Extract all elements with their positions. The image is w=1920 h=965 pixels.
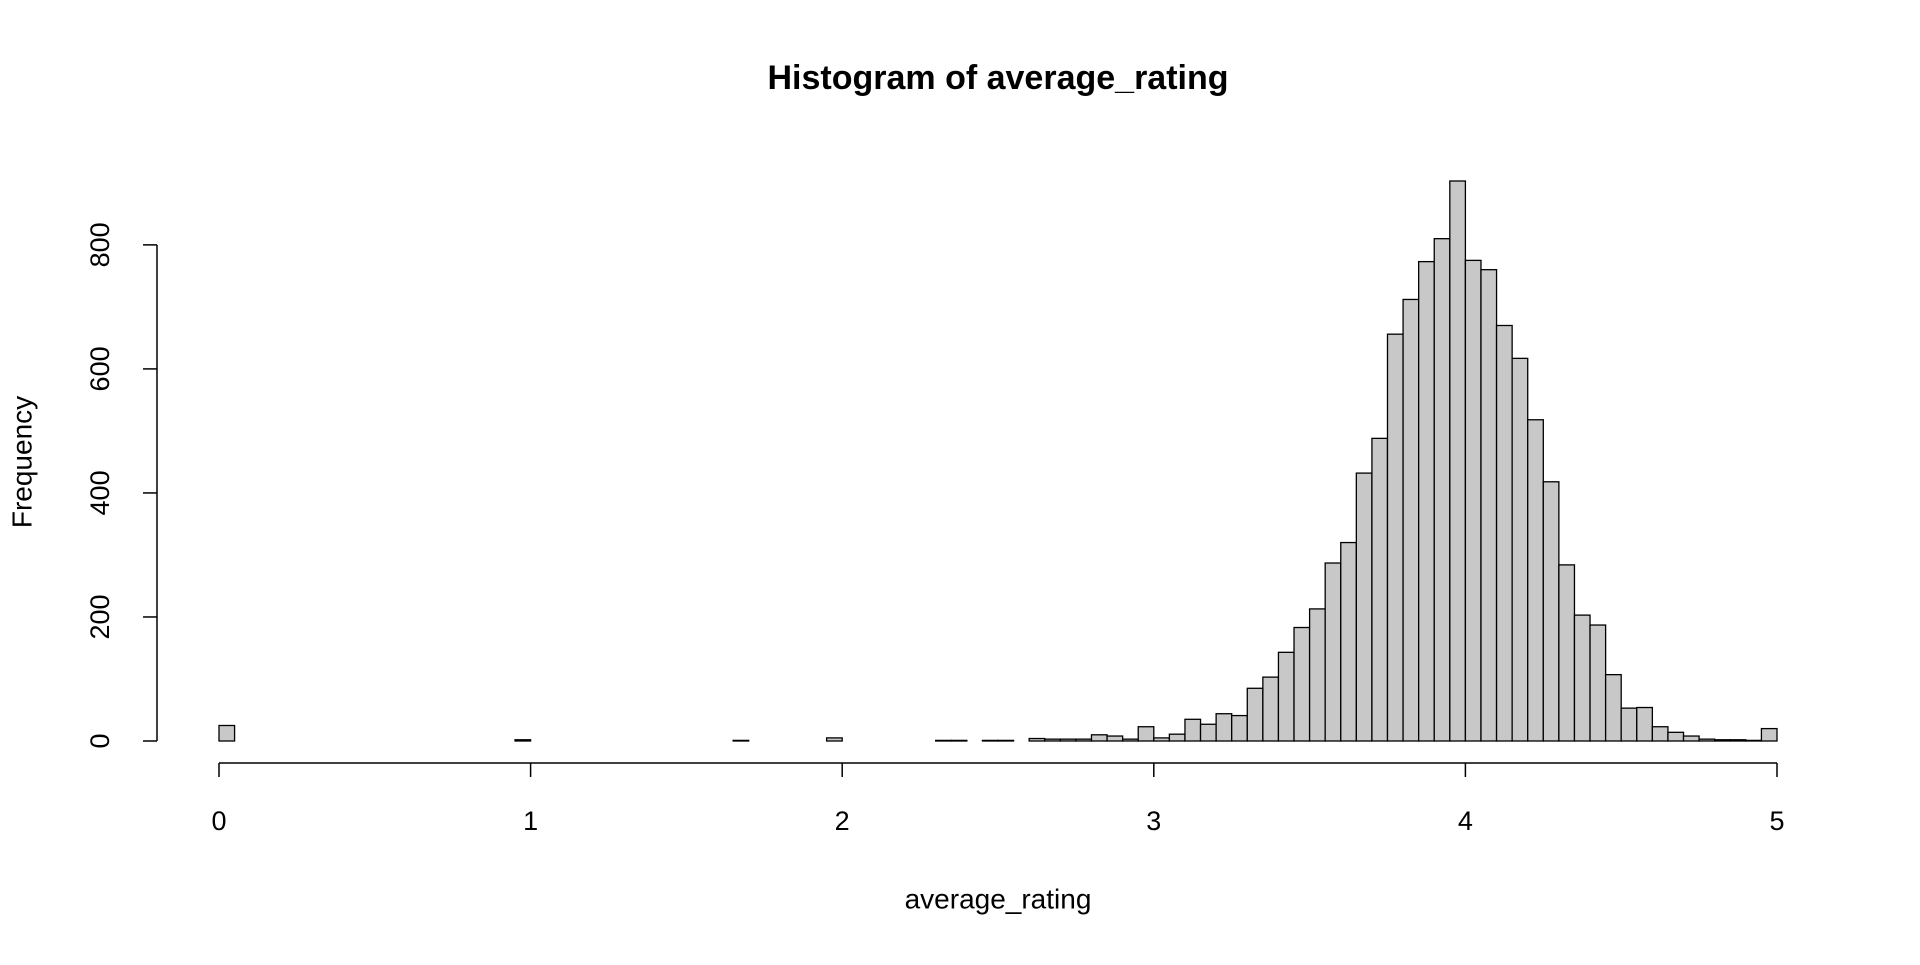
bar [1184, 718, 1202, 742]
bar [1760, 727, 1778, 742]
bar [1137, 726, 1155, 742]
bar [1729, 739, 1747, 742]
bar [1106, 735, 1124, 742]
bar [1246, 687, 1264, 742]
bar [1059, 738, 1077, 742]
bar [1386, 333, 1404, 742]
bar [1573, 614, 1591, 742]
bar [1418, 260, 1435, 742]
bar [1682, 735, 1700, 742]
bar [1075, 738, 1093, 742]
bar [1480, 269, 1498, 742]
bar [981, 739, 999, 742]
y-tick-label: 0 [85, 733, 115, 748]
x-axis-title: average_rating [905, 883, 1092, 914]
bar [1277, 651, 1295, 742]
bar [1355, 472, 1373, 742]
bar [1324, 562, 1342, 742]
y-tick-label: 600 [85, 346, 115, 391]
bar [997, 739, 1015, 742]
bar [1402, 298, 1420, 742]
bar [1231, 714, 1248, 742]
y-tick-label: 200 [85, 594, 115, 639]
x-tick-label: 0 [211, 806, 226, 836]
bar [935, 739, 952, 742]
bar [1168, 733, 1186, 742]
bar [1121, 738, 1139, 742]
bar [1371, 437, 1389, 742]
bar [1464, 259, 1482, 742]
bar [1293, 626, 1311, 742]
x-tick-label: 3 [1146, 806, 1161, 836]
bar [1044, 738, 1061, 742]
bar [1558, 564, 1576, 742]
bar [1542, 481, 1560, 742]
bar [1714, 739, 1731, 742]
bar [1604, 673, 1622, 742]
bar [218, 724, 236, 742]
bar [1589, 624, 1607, 742]
bar [1511, 357, 1529, 742]
y-tick-label: 400 [85, 470, 115, 515]
bar [1636, 706, 1654, 742]
bar [1199, 723, 1217, 742]
bar [1620, 707, 1638, 742]
x-tick-label: 1 [523, 806, 538, 836]
bar [1028, 737, 1046, 742]
bar [1308, 608, 1326, 742]
y-axis-title: Frequency [6, 396, 37, 528]
bar [1651, 726, 1669, 742]
y-tick-label: 800 [85, 222, 115, 267]
bar [1527, 419, 1544, 742]
x-tick-label: 2 [835, 806, 850, 836]
bar [514, 739, 532, 742]
x-tick-label: 5 [1769, 806, 1784, 836]
bar [1262, 676, 1280, 742]
bar [1449, 180, 1467, 742]
bar [732, 739, 750, 742]
bar [1340, 541, 1357, 742]
bar [1745, 739, 1763, 742]
bar [1215, 713, 1233, 742]
bar [1433, 238, 1451, 742]
bar [1495, 324, 1513, 742]
bar [1090, 734, 1108, 742]
bar [825, 737, 843, 742]
bar [950, 739, 968, 742]
chart-title: Histogram of average_rating [767, 59, 1228, 97]
x-tick-label: 4 [1458, 806, 1473, 836]
bar [1153, 737, 1171, 742]
bar [1667, 731, 1685, 742]
bar [1698, 738, 1716, 742]
